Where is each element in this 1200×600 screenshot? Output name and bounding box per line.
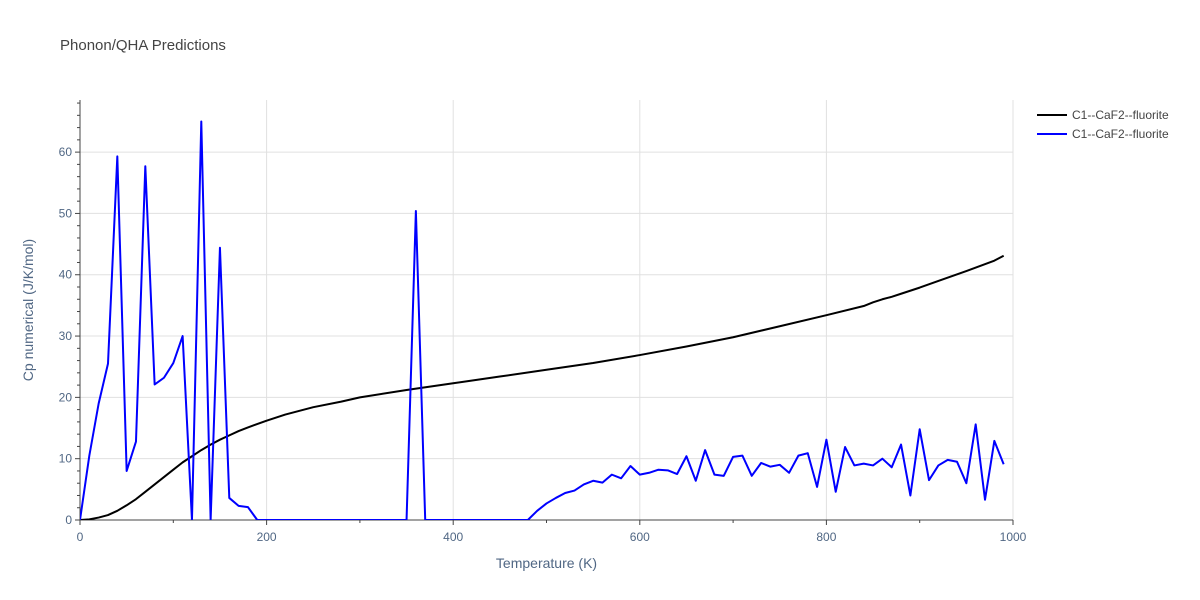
y-axis-label: Cp numerical (J/K/mol) — [20, 239, 36, 381]
x-tick-label: 200 — [257, 530, 277, 544]
chart-title: Phonon/QHA Predictions — [60, 37, 226, 54]
y-tick-label: 10 — [59, 452, 73, 466]
x-tick-label: 0 — [77, 530, 84, 544]
x-tick-label: 1000 — [1000, 530, 1027, 544]
x-tick-label: 600 — [630, 530, 650, 544]
legend: C1--CaF2--fluorite C1--CaF2--fluorite — [1037, 108, 1169, 141]
legend-item[interactable]: C1--CaF2--fluorite — [1037, 108, 1169, 122]
x-tick-label: 400 — [443, 530, 463, 544]
y-tick-label: 30 — [59, 329, 73, 343]
y-tick-label: 50 — [59, 206, 73, 220]
y-tick-label: 40 — [59, 268, 73, 282]
legend-label: C1--CaF2--fluorite — [1072, 108, 1169, 122]
grid-lines — [80, 100, 1014, 520]
series-lines — [80, 120, 1005, 520]
legend-item[interactable]: C1--CaF2--fluorite — [1037, 127, 1169, 141]
y-tick-label: 20 — [59, 390, 73, 404]
series-line-1 — [80, 254, 1005, 520]
legend-label: C1--CaF2--fluorite — [1072, 127, 1169, 141]
y-tick-label: 0 — [65, 513, 72, 527]
series-line-2 — [80, 120, 1005, 520]
y-tick-label: 60 — [59, 145, 73, 159]
x-tick-label: 800 — [816, 530, 836, 544]
axes: 0 200 400 600 800 1000 0 10 20 30 40 50 60 — [59, 100, 1027, 544]
x-axis-label: Temperature (K) — [496, 555, 597, 571]
